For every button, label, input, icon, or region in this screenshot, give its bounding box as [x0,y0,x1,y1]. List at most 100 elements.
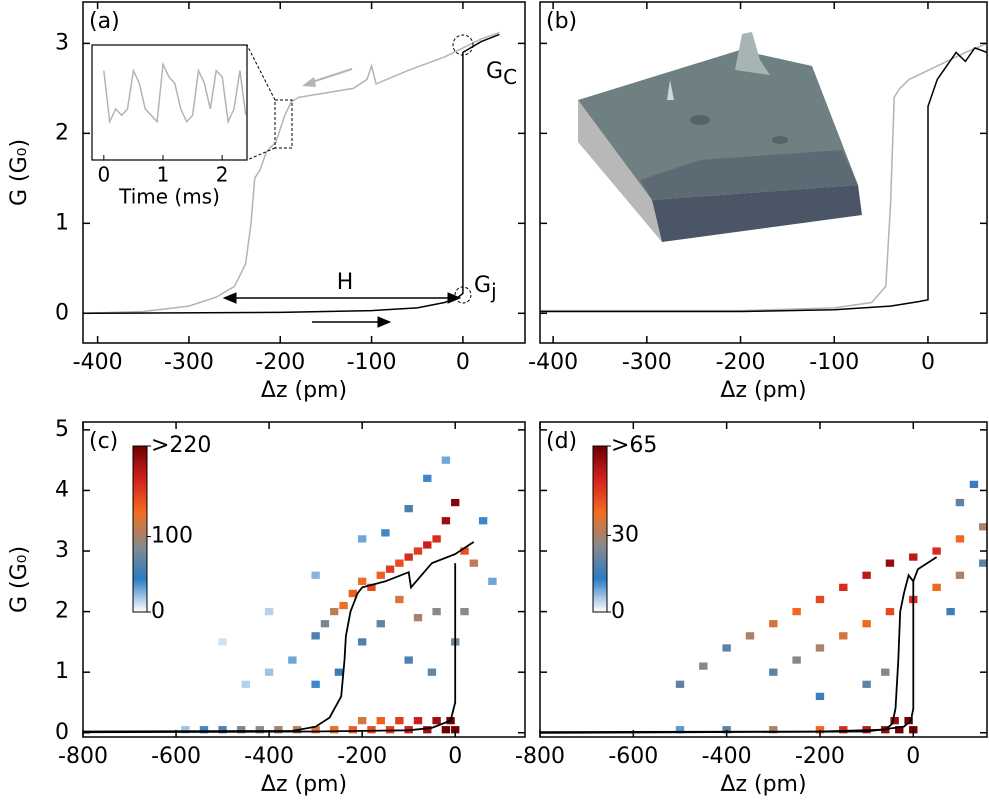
x-tick-label: -800 [58,744,108,769]
x-tick-label: -400 [528,350,578,375]
plot-area [83,456,497,734]
heatmap-cell [357,638,367,646]
panel-label: (a) [89,9,120,34]
heatmap-cell [339,601,348,610]
plot-frame [539,1,988,344]
zoom-box [274,99,293,149]
y-tick-label: 5 [55,417,69,442]
heatmap-cell [946,607,955,616]
heatmap-cell [675,726,685,734]
surface-front [652,185,862,242]
surface-peak [667,80,674,100]
heatmap-cell [904,717,913,725]
heatmap-cell [839,632,848,640]
heatmap-cell [979,559,987,567]
surface-step [640,150,858,200]
heatmap-cell [862,680,871,688]
colorbar-label: 100 [151,524,193,549]
colorbar-label: >220 [151,433,211,458]
heatmap-cell [330,607,339,616]
data-line [83,541,475,733]
x-axis-label: Δz (pm) [261,378,347,403]
heatmap-cell [381,529,390,537]
heatmap-cell [488,577,497,585]
heatmap-cell [311,726,320,734]
heatmap-cell [839,726,848,734]
panel: -800 -600 -400 -200 0 0 1 2 3 4 5 Δz (pm) G (G₀) (c) 0… [7,417,526,797]
arrow-head [302,77,316,87]
heatmap-cell [460,607,469,616]
heatmap-cell [311,680,320,688]
heatmap-cell [255,726,264,734]
inset-tick-label: 1 [157,163,170,187]
heatmap-cell [423,474,432,482]
heatmap-cell [311,571,320,579]
heatmap-cell [969,480,979,489]
heatmap-cell [423,726,432,734]
heatmap-cell [413,717,423,725]
inset-tick-label: 2 [216,163,229,187]
heatmap-cell [769,726,778,734]
heatmap-cell [451,726,460,734]
x-tick-label: 0 [906,744,920,769]
heatmap-cell [330,726,339,734]
heatmap-cell [769,668,778,676]
heatmap-cell [181,726,190,734]
heatmap-cell [792,607,801,616]
heatmap-cell [404,504,413,513]
x-tick-label: -200 [795,744,845,769]
heatmap-cell [792,656,801,664]
x-tick-label: -200 [716,350,766,375]
y-tick-label: 2 [55,599,69,624]
plot-frame [82,421,526,738]
plot-frame [539,421,988,738]
heatmap-cell [722,726,731,734]
heatmap-cell [839,583,848,592]
surface-pit [690,115,710,125]
data-line [540,42,987,312]
y-tick-label: 1 [55,210,69,235]
heatmap-cell [432,607,441,616]
data-line [103,61,247,125]
heatmap-cell [745,632,755,640]
data-line [540,46,987,313]
heatmap-cell [885,559,895,567]
heatmap-cell [237,726,246,734]
y-tick-label: 0 [55,300,69,325]
heatmap-cell [932,583,941,592]
data-line [83,31,500,315]
x-tick-label: -800 [515,744,565,769]
heatmap-cell [890,717,899,725]
colorbar [132,445,148,613]
heatmap-cell [395,559,404,567]
x-tick-label: 0 [448,744,462,769]
inset-axis-label: Time (ms) [118,185,220,209]
heatmap-cell [441,456,451,464]
heatmap-cell [722,644,731,652]
heatmap-cell [885,607,895,616]
y-tick-label: 0 [55,720,69,745]
heatmap-cell [357,577,367,585]
colorbar-label: 0 [151,599,165,624]
arrow-head [222,292,237,304]
heatmap-cell [348,589,358,598]
direction-arrow [311,68,353,83]
heatmap-cell [367,583,376,592]
heatmap-cell [264,668,274,676]
plot-frame [82,1,526,344]
heatmap-cell [357,717,367,725]
colorbar [592,445,608,613]
heatmap-cell [815,726,825,734]
heatmap-cell [376,717,385,725]
heatmap-cell [862,571,871,579]
heatmap-cell [395,595,404,604]
heatmap-cell [288,656,297,664]
heatmap-cell [432,535,441,543]
heatmap-cell [478,517,488,525]
data-line [83,563,457,734]
heatmap-cell [199,726,209,734]
heatmap-cell [413,547,423,555]
x-tick-label: -400 [244,744,294,769]
heatmap-cell [955,498,965,507]
x-tick-label: -200 [255,350,305,375]
